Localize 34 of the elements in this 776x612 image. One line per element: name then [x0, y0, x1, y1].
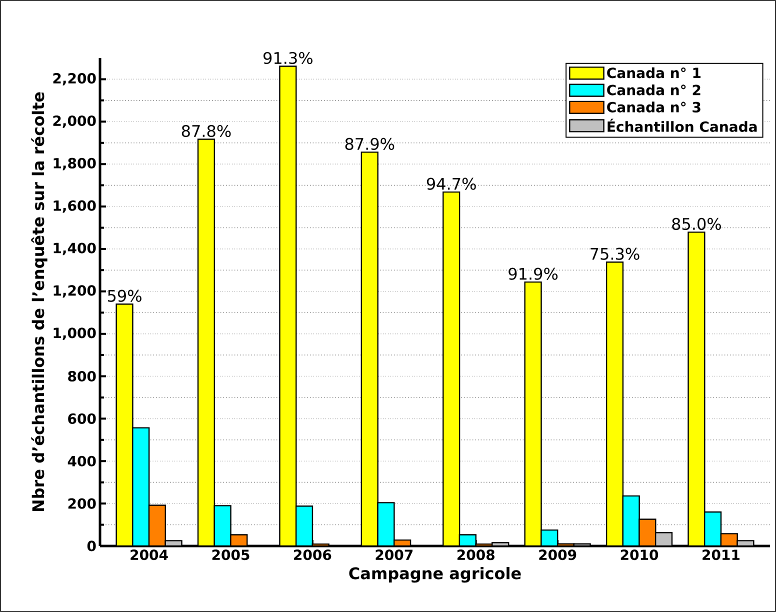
- y-tick-label: 200: [68, 498, 96, 509]
- y-tick-label: 1,000: [54, 328, 96, 340]
- x-tick-label: 2010: [620, 550, 658, 560]
- y-tick-label: 0: [87, 540, 96, 552]
- x-tick-label: 2009: [539, 550, 576, 560]
- x-tick-label: 2006: [294, 550, 332, 560]
- x-tick-label: 2004: [130, 550, 168, 560]
- y-tick-label: 2,200: [53, 73, 96, 86]
- x-tick-label: 2011: [702, 550, 740, 560]
- y-tick-label: 1,800: [54, 158, 96, 170]
- legend-label: Échantillon Canada: [608, 118, 757, 132]
- y-tick-label: 400: [68, 456, 96, 466]
- legend-label: Canada n° 3: [607, 102, 700, 112]
- annotation: 75.3%: [590, 248, 640, 260]
- y-tick-label: 1,600: [54, 200, 96, 213]
- x-tick-label: 2005: [212, 550, 250, 560]
- annotation: 91.3%: [264, 52, 312, 64]
- annotation: 87.9%: [345, 138, 394, 150]
- annotation: 87.8%: [182, 124, 231, 138]
- y-tick-label: 600: [68, 413, 96, 424]
- legend-label: Canada n° 1: [607, 67, 701, 78]
- annotation: 94.7%: [426, 178, 476, 190]
- y-axis-title: Nbre d’échantillons de l’enquête sur la récolte: [31, 92, 48, 512]
- y-tick-label: 2,000: [53, 115, 96, 128]
- y-tick-label: 1,400: [54, 242, 96, 256]
- x-tick-label: 2008: [457, 550, 494, 560]
- legend-label: Canada n° 2: [607, 84, 700, 96]
- x-tick-label: 2007: [376, 550, 413, 560]
- x-axis-title: Campagne agricole: [349, 566, 521, 583]
- y-tick-label: 1,200: [54, 285, 96, 298]
- y-tick-label: 800: [68, 370, 96, 382]
- annotation: 85.0%: [672, 218, 721, 230]
- annotation: 59%: [108, 290, 142, 302]
- annotation: 91.9%: [508, 268, 558, 280]
